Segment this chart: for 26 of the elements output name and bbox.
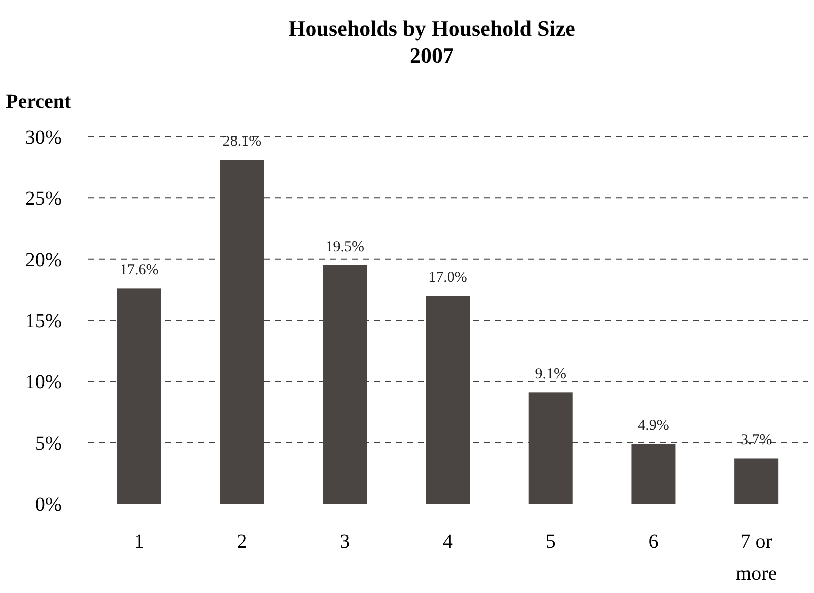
data-label: 28.1% bbox=[222, 134, 262, 150]
y-tick-label: 10% bbox=[25, 372, 62, 394]
y-axis-title: Percent bbox=[6, 91, 72, 113]
chart-subtitle: 2007 bbox=[410, 43, 454, 68]
y-tick-label: 30% bbox=[25, 127, 62, 149]
y-tick-label: 20% bbox=[25, 249, 62, 272]
y-tick-label: 15% bbox=[25, 310, 62, 332]
data-label: 9.1% bbox=[535, 366, 566, 383]
y-tick-label: 0% bbox=[35, 494, 62, 516]
x-tick-label: 4 bbox=[443, 531, 453, 553]
x-tick-label: 1 bbox=[134, 531, 144, 553]
chart-title: Households by Household Size bbox=[288, 16, 576, 41]
data-label: 17.6% bbox=[120, 262, 159, 279]
data-label: 19.5% bbox=[326, 239, 365, 256]
x-tick-label: 3 bbox=[340, 531, 350, 553]
bar bbox=[734, 458, 779, 504]
x-tick-label: 5 bbox=[546, 531, 556, 553]
x-tick-label: 6 bbox=[648, 531, 659, 553]
bar bbox=[426, 296, 470, 504]
x-tick-label: 7 or more bbox=[736, 531, 778, 585]
data-label: 3.7% bbox=[740, 432, 772, 449]
data-label: 17.0% bbox=[428, 270, 468, 286]
y-tick-label: 5% bbox=[35, 432, 62, 455]
data-label: 4.9% bbox=[638, 418, 670, 434]
x-tick-label: 2 bbox=[237, 531, 248, 553]
y-tick-label: 25% bbox=[25, 188, 62, 210]
